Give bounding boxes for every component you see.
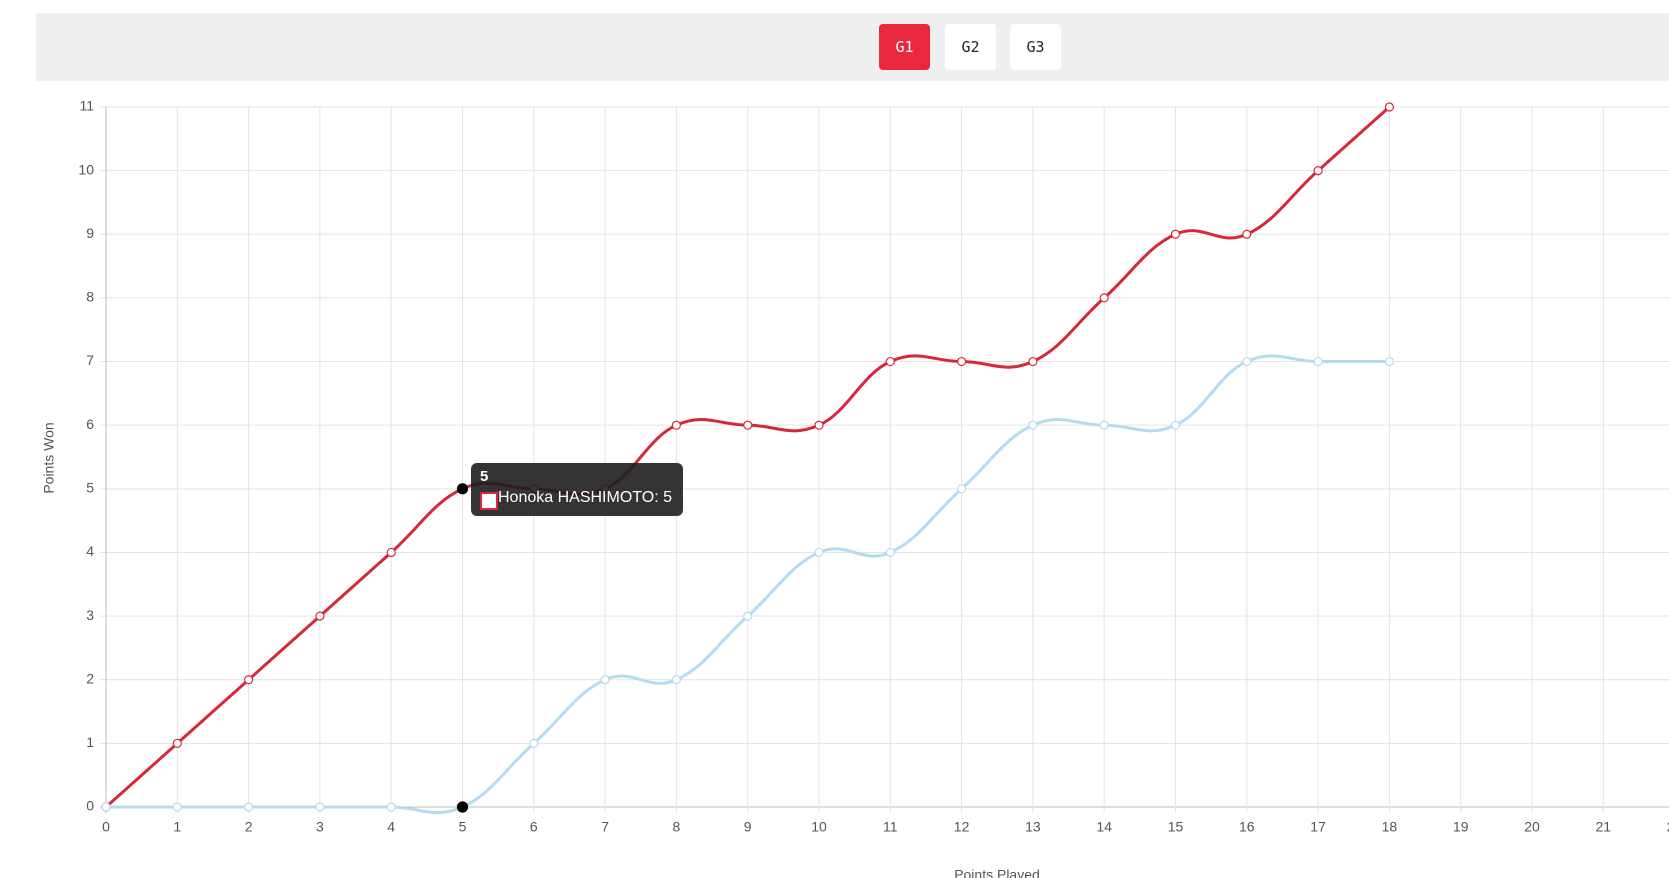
hover-point [456, 483, 469, 495]
point [1313, 166, 1323, 176]
y-tick-label: 11 [79, 98, 94, 114]
point [315, 802, 325, 812]
point [244, 675, 254, 685]
tab-bar: G1 G2 G3 [36, 13, 1669, 81]
point [172, 738, 182, 748]
point [814, 420, 824, 430]
x-tick-label: 3 [316, 819, 324, 835]
x-tick-label: 4 [387, 819, 395, 835]
x-tick-label: 11 [883, 819, 898, 835]
point [315, 611, 325, 621]
point [1384, 102, 1395, 112]
tooltip-title: 5 [480, 468, 489, 485]
point [956, 484, 967, 494]
x-tick-label: 2 [245, 819, 253, 835]
point [600, 675, 610, 685]
tooltip-swatch [480, 492, 498, 510]
y-tick-label: 2 [86, 670, 94, 686]
point [814, 547, 824, 558]
y-axis-label: Points Won [41, 422, 57, 493]
point [956, 356, 967, 367]
y-tick-label: 8 [86, 289, 94, 305]
x-tick-label: 14 [1096, 819, 1112, 835]
x-tick-label: 1 [173, 819, 181, 835]
x-tick-label: 5 [459, 819, 467, 835]
tab[interactable]: G3 [1010, 24, 1061, 70]
point [671, 675, 682, 685]
y-tick-label: 9 [86, 225, 94, 241]
point [885, 547, 895, 558]
y-tick-label: 7 [86, 352, 94, 368]
point [1170, 420, 1181, 430]
y-tick-label: 4 [86, 543, 94, 559]
tooltip-label: Honoka HASHIMOTO: 5 [498, 489, 672, 506]
x-tick-label: 7 [601, 819, 609, 835]
point [244, 802, 254, 812]
point [1242, 356, 1252, 367]
point [172, 802, 182, 812]
x-tick-label: 16 [1239, 819, 1255, 835]
x-tick-label: 21 [1596, 819, 1612, 835]
y-tick-label: 10 [78, 161, 94, 177]
x-tick-label: 15 [1168, 819, 1184, 835]
x-tick-label: 6 [530, 819, 538, 835]
x-tick-label: 8 [673, 819, 681, 835]
hover-point [456, 801, 469, 813]
point [529, 738, 539, 748]
point [1170, 229, 1181, 239]
point [885, 356, 895, 367]
x-tick-label: 18 [1382, 819, 1398, 835]
point [671, 420, 682, 430]
point [1099, 293, 1109, 303]
point [1028, 420, 1038, 430]
point [386, 802, 396, 812]
point [1099, 420, 1109, 430]
y-tick-label: 5 [86, 480, 94, 496]
tooltip: 5 Honoka HASHIMOTO: 5 [471, 463, 683, 516]
point [101, 802, 111, 812]
x-tick-label: 17 [1310, 819, 1326, 835]
tab[interactable]: G1 [879, 24, 930, 70]
x-tick-label: 10 [811, 819, 827, 835]
point [1028, 356, 1038, 367]
tab[interactable]: G2 [945, 24, 996, 70]
x-tick-label: 9 [744, 819, 752, 835]
x-tick-label: 13 [1025, 819, 1041, 835]
point [1313, 356, 1323, 367]
y-tick-label: 1 [86, 734, 94, 750]
x-axis-label: Points Played [954, 867, 1040, 878]
x-tick-label: 12 [954, 819, 970, 835]
y-tick-label: 6 [86, 416, 94, 432]
x-tick-label: 0 [102, 819, 110, 835]
y-tick-label: 0 [86, 798, 94, 814]
point [1242, 229, 1252, 239]
y-tick-label: 3 [86, 607, 94, 623]
point [743, 420, 753, 430]
point [1384, 356, 1395, 367]
x-tick-label: 22 [1667, 819, 1669, 835]
x-tick-label: 20 [1524, 819, 1540, 835]
point [743, 611, 753, 621]
point [386, 547, 396, 558]
x-tick-label: 19 [1453, 819, 1469, 835]
